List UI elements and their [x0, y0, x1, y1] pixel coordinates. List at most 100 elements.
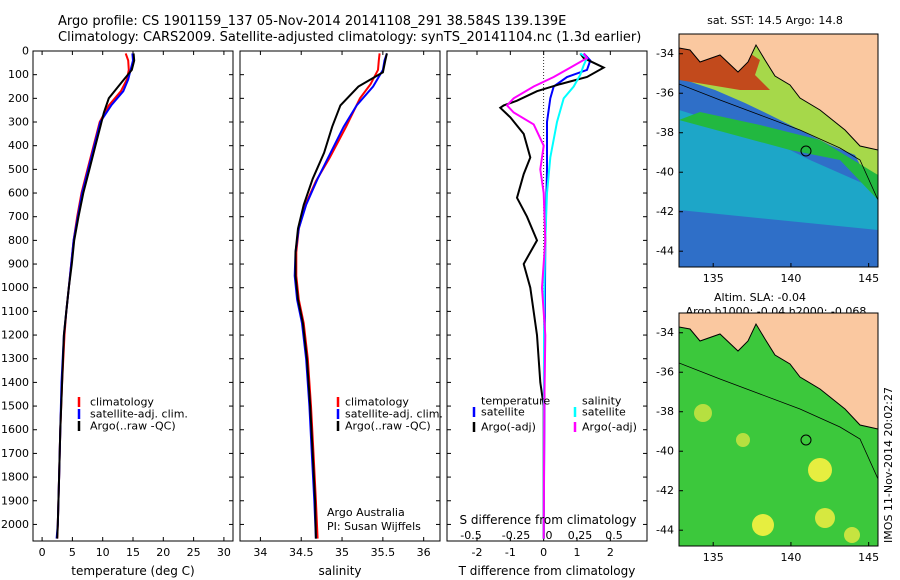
map-lat-label: -36 [656, 366, 674, 379]
depth-tick-label: 1900 [1, 494, 29, 507]
depth-tick-label: 1600 [1, 423, 29, 436]
series-line-argo-raw-qc- [56, 53, 136, 539]
depth-tick-label: 0 [22, 45, 29, 58]
map-sla-anomaly [736, 433, 750, 447]
difference-lines [498, 52, 606, 539]
legend-salinity: climatology satellite-adj. clim. Argo(..… [336, 396, 443, 433]
map-sla-anomaly [815, 508, 835, 528]
depth-tick-label: 500 [8, 163, 29, 176]
x-tick-label: 5 [69, 546, 76, 559]
map-sla-argo-marker [800, 434, 812, 446]
x-tick-label: -1 [505, 546, 516, 559]
panel-temperature-frame [32, 50, 234, 542]
map-lat-label: -40 [656, 445, 674, 458]
salinity-axis: 34 34.5 35 35.5 36 [253, 51, 431, 559]
series-line-argo-adj- [505, 52, 589, 539]
panel-salinity-frame [239, 50, 441, 542]
x-tick-label: -2 [472, 546, 483, 559]
legend-label-t-argo: Argo(-adj) [481, 421, 536, 434]
legend-label-climatology: climatology [345, 396, 409, 409]
depth-tick-label: 100 [8, 68, 29, 81]
depth-tick-label: 400 [8, 139, 29, 152]
map-lat-label: -38 [656, 126, 674, 139]
depth-tick-label: 200 [8, 92, 29, 105]
x-tick-label: 15 [126, 546, 140, 559]
s-tick-0-25: 0.25 [568, 529, 593, 542]
map-sst: sat. SST: 14.5 Argo: 14.8 135 140 145 -34 -3… [656, 14, 879, 285]
annotation-pi: PI: Susan Wijffels [327, 520, 421, 533]
depth-tick-label: 300 [8, 116, 29, 129]
depth-tick-label: 1400 [1, 376, 29, 389]
map-lat-label: -38 [656, 405, 674, 418]
x-tick-label: 34 [253, 546, 267, 559]
x-tick-label: 30 [217, 546, 231, 559]
depth-tick-label: 2000 [1, 518, 29, 531]
x-tick-label: 0 [540, 546, 547, 559]
legend-label-t-satellite: satellite [481, 406, 525, 419]
map-sst-band-mid [679, 110, 878, 230]
map-sst-title: sat. SST: 14.5 Argo: 14.8 [707, 14, 843, 27]
depth-tick-label: 1800 [1, 471, 29, 484]
map-lat-label: -36 [656, 87, 674, 100]
s-difference-label: S difference from climatology [460, 513, 637, 527]
map-sla-contour [679, 362, 878, 480]
figure-title: Argo profile: CS 1901159_137 05-Nov-2014… [58, 14, 567, 29]
map-sst-coastline [679, 43, 878, 151]
map-lon-label: 140 [780, 272, 801, 285]
temperature-axis: 0 5 10 15 20 25 30 [39, 51, 231, 559]
map-sla-axes: 135 140 145 -34 -36 -38 -40 -42 -44 [656, 326, 879, 564]
map-lon-label: 145 [858, 272, 879, 285]
imos-timestamp: IMOS 11-Nov-2014 20:02:27 [882, 387, 895, 543]
series-line-argo-raw-qc- [294, 53, 388, 539]
depth-tick-label: 600 [8, 187, 29, 200]
map-lon-label: 135 [703, 551, 724, 564]
map-lat-label: -42 [656, 205, 674, 218]
map-sla-frame [678, 312, 879, 547]
map-lon-label: 140 [780, 551, 801, 564]
depth-tick-label: 1500 [1, 400, 29, 413]
depth-tick-label: 1000 [1, 281, 29, 294]
legend-label-s-satellite: satellite [582, 406, 626, 419]
difference-depth-ticks [447, 50, 647, 525]
x-tick-label: 0 [39, 546, 46, 559]
legend-header-temperature: temperature [481, 395, 550, 408]
map-sla-coastline [679, 322, 878, 430]
legend-label-satellite: satellite-adj. clim. [90, 408, 188, 421]
x-tick-label: 25 [187, 546, 201, 559]
salinity-lines [293, 53, 388, 539]
x-tick-label: 2 [607, 546, 614, 559]
x-tick-label: 36 [417, 546, 431, 559]
x-tick-label: 10 [96, 546, 110, 559]
t-difference-xlabel: T difference from climatology [458, 564, 636, 578]
s-tick-neg-0-5: -0.5 [460, 529, 481, 542]
map-lon-label: 145 [858, 551, 879, 564]
map-sla: Altim. SLA: -0.04 Argo h1000: -0.04 h200… [656, 291, 879, 564]
map-sla-anomaly [752, 514, 774, 536]
map-lat-label: -34 [656, 326, 674, 339]
depth-tick-label: 1100 [1, 305, 29, 318]
salinity-xlabel: salinity [318, 564, 361, 578]
map-sst-band-green [679, 112, 878, 200]
map-lon-label: 135 [703, 272, 724, 285]
x-tick-label: 35.5 [371, 546, 396, 559]
map-lat-label: -44 [656, 245, 674, 258]
series-line-argo-adj- [498, 52, 606, 539]
legend-difference: temperature salinity satellite Argo(-adj… [472, 395, 637, 434]
s-tick-0-5: 0.5 [605, 529, 623, 542]
depth-tick-label: 1300 [1, 352, 29, 365]
annotation-argo-australia: Argo Australia [327, 506, 405, 519]
depth-tick-label: 900 [8, 258, 29, 271]
t-difference-axis: -2 -1 0 1 2 [472, 51, 614, 559]
depth-tick-label: 1200 [1, 329, 29, 342]
map-sla-title-line1: Altim. SLA: -0.04 [714, 291, 806, 304]
temperature-xlabel: temperature (deg C) [71, 564, 194, 578]
depth-tick-label: 800 [8, 234, 29, 247]
panel-temperature: 0100200300400500600700800900100011001200… [1, 45, 234, 578]
panel-difference: -2 -1 0 1 2 T difference from climatology S … [446, 50, 648, 578]
panel-salinity: 34 34.5 35 35.5 36 salinity climatology sate… [239, 50, 443, 578]
legend-header-salinity: salinity [582, 395, 622, 408]
depth-tick-label: 700 [8, 210, 29, 223]
temperature-lines [55, 53, 136, 539]
legend-temperature: climatology satellite-adj. clim. Argo(..… [77, 396, 188, 433]
